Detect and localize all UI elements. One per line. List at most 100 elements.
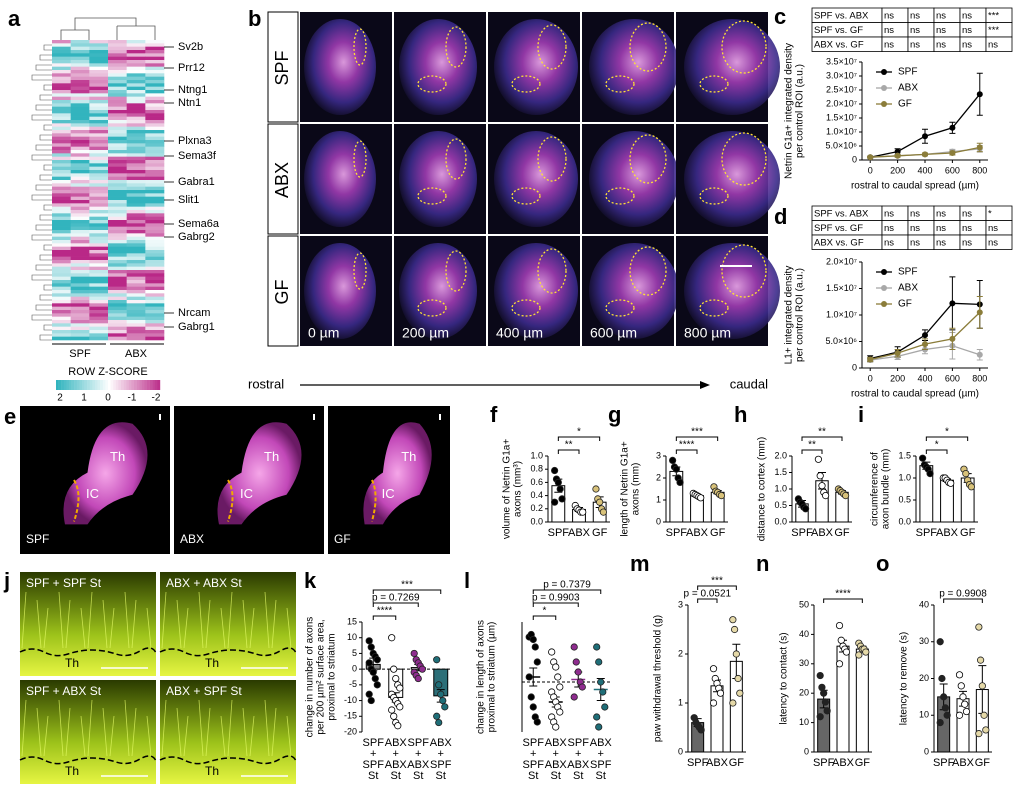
table-text: ns [962,39,972,50]
heatmap-cell [70,53,90,57]
heatmap-cell [108,253,127,257]
table-text: ns [962,25,972,36]
heatmap-cell [108,100,127,104]
heatmap-cell [70,306,90,311]
data-point [551,498,559,506]
heatmap-cell [126,173,146,177]
color-scale [126,380,129,390]
x-tick-label: + [438,748,444,760]
heatmap-cell [126,183,146,187]
dendrogram [43,204,52,211]
heatmap-cell [145,286,165,291]
heatmap-cell [108,263,127,267]
heatmap-cell [52,160,71,164]
axon [183,607,189,649]
color-scale [152,380,155,390]
panel-letter: f [490,402,498,427]
data-point [816,713,824,721]
depth-label: 200 µm [402,325,449,341]
dendrogram [43,284,52,291]
heatmap-cell [145,166,165,171]
heatmap-cell [89,53,109,57]
section-tissue [684,131,780,227]
heatmap-cell [108,63,127,67]
heatmap-cell [126,320,146,324]
y-tick-label: 1.5 [898,450,911,460]
heatmap-cell [70,50,90,54]
heatmap-cell [126,193,146,197]
heatmap-cell [126,300,146,304]
panel-letter: c [774,4,786,29]
heatmap-cell [126,290,146,294]
table-text: ns [910,208,920,219]
heatmap-cell [89,316,109,321]
gene-label: Sema6a [178,218,220,230]
heatmap-cell [108,333,127,337]
heatmap-cell [108,180,127,184]
gene-label: Sv2b [178,41,203,53]
heatmap-cell [70,56,90,61]
heatmap-cell [108,273,127,277]
heatmap-cell [89,296,109,301]
heatmap-cell [89,270,109,274]
explant-tissue [217,422,302,525]
data-point [556,683,564,691]
heatmap-cell [108,156,127,161]
heatmap-cell [52,310,71,314]
heatmap-cell [126,113,146,117]
data-point [976,309,983,316]
ic-label: IC [382,486,395,501]
heatmap-cell [89,210,109,214]
section-tissue [684,243,780,339]
heatmap-cell [70,203,90,207]
panel-letter: k [304,568,317,593]
table-text: ns [910,223,920,234]
x-tick-label: 400 [917,373,932,383]
heatmap-cell [70,130,90,134]
heatmap-cell [145,180,165,184]
dendrogram [39,334,52,341]
heatmap-cell [52,250,71,254]
heatmap-cell [108,326,127,331]
data-point [949,124,956,131]
y-tick-label: 1.5×10⁷ [826,283,857,293]
heatmap-cell [89,186,109,191]
heatmap-cell [145,126,165,131]
heatmap-cell [108,320,127,324]
axon [43,607,49,649]
data-point [592,485,600,493]
table-text: *** [988,25,999,36]
heatmap-cell [52,236,71,241]
heatmap-cell [126,330,146,334]
color-scale [100,380,103,390]
heatmap-cell [89,306,109,311]
coculture-image [20,572,156,676]
th-label: Th [205,764,219,778]
data-point [938,674,946,683]
heatmap-cell [126,156,146,161]
panel-letter: m [630,551,650,576]
y-tick-label: 5.0×10⁶ [826,336,858,346]
heatmap-cell [145,246,165,251]
sig-label: **** [679,440,695,451]
axis-end: caudal [730,376,768,391]
x-tick-label: 600 [945,165,960,175]
heatmap-cell [108,200,127,204]
heatmap-cell [126,100,146,104]
heatmap-cell [52,203,71,207]
axon [264,591,270,649]
sig-label: p = 0.0521 [684,589,732,600]
heatmap-cell [89,126,109,131]
x-tick-label: SPF [568,737,590,749]
heatmap-cell [145,196,165,201]
heatmap-cell [70,230,90,234]
x-tick-label: + [530,748,536,760]
heatmap-cell [52,96,71,101]
heatmap-cell [70,123,90,127]
heatmap-cell [126,206,146,211]
heatmap-cell [145,260,165,264]
heatmap-cell [145,223,165,227]
sig-bracket [801,449,823,454]
coculture-image [160,680,296,784]
data-point [367,696,375,705]
